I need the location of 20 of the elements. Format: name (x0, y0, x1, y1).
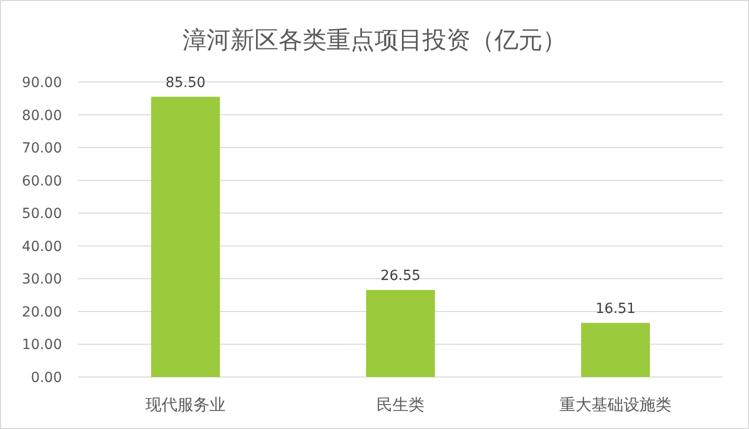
y-tick-label: 70.00 (22, 140, 62, 157)
bar (151, 96, 220, 377)
x-tick-label: 现代服务业 (146, 395, 226, 414)
bar (581, 322, 650, 377)
y-tick-label: 90.00 (22, 75, 62, 91)
y-tick-label: 0.00 (30, 370, 62, 386)
data-label: 16.51 (595, 300, 636, 317)
y-tick-label: 40.00 (22, 238, 62, 255)
y-tick-label: 30.00 (22, 272, 62, 288)
y-tick-label: 10.00 (22, 337, 62, 354)
data-label: 26.55 (380, 268, 421, 284)
y-tick-label: 60.00 (22, 173, 62, 190)
data-label: 85.50 (165, 74, 206, 91)
bar (366, 290, 435, 377)
x-tick-label: 民生类 (376, 395, 424, 414)
title: 漳河新区各类重点项目投资（亿元） (182, 26, 566, 54)
x-tick-label: 重大基础设施类 (560, 395, 672, 414)
y-tick-label: 50.00 (22, 206, 62, 222)
y-tick-label: 20.00 (22, 304, 62, 320)
y-tick-label: 80.00 (22, 108, 62, 124)
